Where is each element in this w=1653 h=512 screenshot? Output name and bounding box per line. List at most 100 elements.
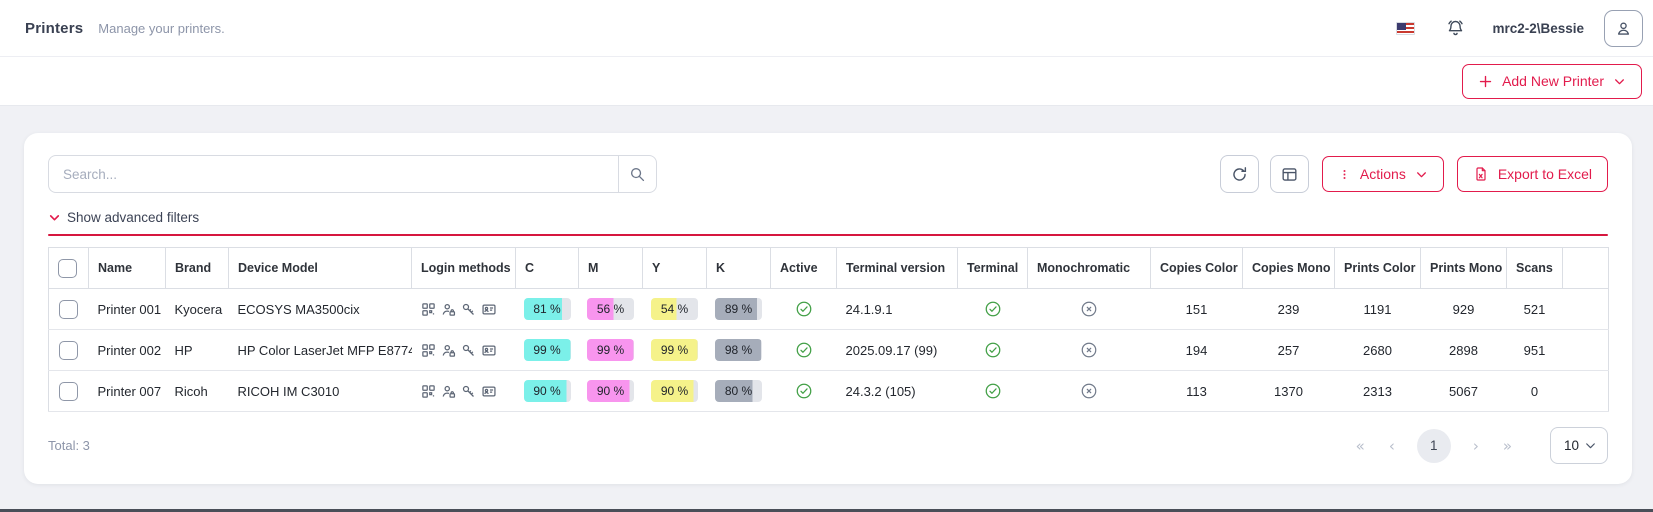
current-page-button[interactable]: 1 bbox=[1416, 428, 1451, 463]
select-all-checkbox[interactable] bbox=[58, 258, 77, 278]
row-checkbox[interactable] bbox=[59, 299, 79, 319]
k-toner-level-cell: 89 % bbox=[706, 288, 771, 330]
id-card-icon bbox=[481, 384, 497, 399]
show-advanced-filters-link[interactable]: Show advanced filters bbox=[48, 210, 199, 225]
terminal-version-cell: 2025.09.17 (99) bbox=[836, 329, 958, 371]
c-toner-level-cell: 90 % bbox=[515, 370, 579, 412]
scans-cell: 0 bbox=[1506, 370, 1563, 412]
y-toner-badge: 90 % bbox=[651, 380, 698, 402]
previous-page-button[interactable]: ‹ bbox=[1377, 437, 1407, 455]
k-toner-badge: 98 % bbox=[715, 339, 762, 361]
check-circle-icon bbox=[795, 382, 813, 400]
page-title: Printers bbox=[25, 19, 84, 37]
column-header[interactable]: Copies Mono bbox=[1242, 247, 1335, 289]
k-toner-level-cell: 80 % bbox=[706, 370, 771, 412]
copies-mono-cell: 239 bbox=[1242, 288, 1335, 330]
search-input[interactable] bbox=[48, 155, 618, 193]
m-toner-badge: 90 % bbox=[587, 380, 634, 402]
column-header[interactable]: Login methods bbox=[411, 247, 516, 289]
column-header[interactable]: Monochromatic bbox=[1027, 247, 1151, 289]
column-header[interactable]: Terminal version bbox=[836, 247, 958, 289]
column-header[interactable]: Terminal bbox=[957, 247, 1028, 289]
printers-table: Name Brand Device Model Login methods C M Y K Ac… bbox=[48, 247, 1609, 412]
login-methods-cell bbox=[411, 370, 516, 412]
copies-color-cell: 113 bbox=[1150, 370, 1243, 412]
total-count-label: Total: 3 bbox=[48, 438, 90, 453]
printers-card: Actions Export to Excel Show advanced fi… bbox=[24, 133, 1632, 484]
column-header[interactable]: K bbox=[706, 247, 771, 289]
table-row[interactable]: Printer 007 Ricoh RICOH IM C3010 90 % 90 % 90… bbox=[48, 370, 1609, 412]
login-methods-cell bbox=[411, 288, 516, 330]
row-select-cell bbox=[48, 370, 89, 412]
row-select-cell bbox=[48, 329, 89, 371]
search-button[interactable] bbox=[618, 155, 657, 193]
check-circle-icon bbox=[984, 341, 1002, 359]
page-subtitle: Manage your printers. bbox=[98, 20, 225, 36]
pagination: Total: 3 « ‹ 1 › » 10 bbox=[48, 427, 1608, 464]
refresh-icon bbox=[1233, 166, 1246, 181]
user-avatar-button[interactable] bbox=[1604, 9, 1643, 47]
refresh-button[interactable] bbox=[1219, 155, 1259, 193]
prints-mono-cell: 5067 bbox=[1420, 370, 1507, 412]
y-toner-level-cell: 90 % bbox=[642, 370, 707, 412]
prints-mono-cell: 929 bbox=[1420, 288, 1507, 330]
export-to-excel-button[interactable]: Export to Excel bbox=[1456, 156, 1608, 192]
filler-cell bbox=[1562, 370, 1609, 412]
window-bottom-edge bbox=[0, 509, 1653, 512]
column-header[interactable]: C bbox=[515, 247, 579, 289]
column-header[interactable]: Active bbox=[770, 247, 837, 289]
terminal-status-cell bbox=[957, 288, 1028, 330]
y-toner-badge: 54 % bbox=[651, 298, 698, 320]
terminal-version-cell: 24.1.9.1 bbox=[836, 288, 958, 330]
row-select-cell bbox=[48, 288, 89, 330]
actions-button[interactable]: Actions bbox=[1321, 156, 1444, 192]
y-toner-level-cell: 99 % bbox=[642, 329, 707, 371]
terminal-version-cell: 24.3.2 (105) bbox=[836, 370, 958, 412]
monochromatic-status-cell bbox=[1027, 329, 1151, 371]
notifications-bell-icon[interactable] bbox=[1445, 18, 1466, 39]
c-toner-badge: 99 % bbox=[523, 339, 571, 361]
top-header: Printers Manage your printers. mrc2-2\Be… bbox=[0, 0, 1653, 57]
brand-cell: HP bbox=[165, 329, 229, 371]
m-toner-badge: 56 % bbox=[587, 298, 634, 320]
check-circle-icon bbox=[984, 382, 1002, 400]
y-toner-level-cell: 54 % bbox=[642, 288, 707, 330]
copies-mono-cell: 1370 bbox=[1242, 370, 1335, 412]
brand-cell: Ricoh bbox=[165, 370, 229, 412]
column-settings-button[interactable] bbox=[1269, 155, 1309, 193]
actions-label: Actions bbox=[1359, 166, 1406, 182]
copies-mono-cell: 257 bbox=[1242, 329, 1335, 371]
printer-name-cell: Printer 002 bbox=[88, 329, 166, 371]
prints-color-cell: 2313 bbox=[1334, 370, 1421, 412]
table-row[interactable]: Printer 002 HP HP Color LaserJet MFP E8774… bbox=[48, 329, 1609, 371]
page-size-select[interactable]: 10 bbox=[1550, 427, 1608, 464]
column-header[interactable]: Y bbox=[642, 247, 707, 289]
action-toolbar: Add New Printer bbox=[0, 57, 1653, 106]
login-methods-cell bbox=[411, 329, 516, 371]
last-page-button[interactable]: » bbox=[1491, 437, 1524, 455]
row-checkbox[interactable] bbox=[59, 340, 79, 360]
first-page-button[interactable]: « bbox=[1344, 437, 1377, 455]
table-row[interactable]: Printer 001 Kyocera ECOSYS MA3500cix 81 % 56… bbox=[48, 288, 1609, 330]
prints-color-cell: 1191 bbox=[1334, 288, 1421, 330]
username[interactable]: mrc2-2\Bessie bbox=[1492, 20, 1584, 36]
row-checkbox[interactable] bbox=[59, 381, 79, 401]
column-header[interactable]: Prints Color bbox=[1334, 247, 1421, 289]
next-page-button[interactable]: › bbox=[1461, 437, 1491, 455]
monochromatic-status-cell bbox=[1027, 288, 1151, 330]
add-new-printer-button[interactable]: Add New Printer bbox=[1462, 63, 1642, 99]
key-icon bbox=[461, 302, 476, 317]
search-bar bbox=[48, 155, 657, 193]
column-header[interactable]: M bbox=[578, 247, 643, 289]
column-header[interactable]: Device Model bbox=[228, 247, 412, 289]
column-header[interactable]: Scans bbox=[1506, 247, 1563, 289]
column-header[interactable]: Prints Mono bbox=[1420, 247, 1507, 289]
column-header[interactable]: Brand bbox=[165, 247, 229, 289]
k-toner-badge: 80 % bbox=[715, 380, 762, 402]
page-size-value: 10 bbox=[1564, 438, 1580, 453]
column-header[interactable]: Copies Color bbox=[1150, 247, 1243, 289]
language-flag-icon[interactable] bbox=[1396, 21, 1416, 35]
column-header[interactable]: Name bbox=[88, 247, 166, 289]
m-toner-level-cell: 90 % bbox=[578, 370, 643, 412]
table-columns-icon bbox=[1282, 167, 1297, 181]
